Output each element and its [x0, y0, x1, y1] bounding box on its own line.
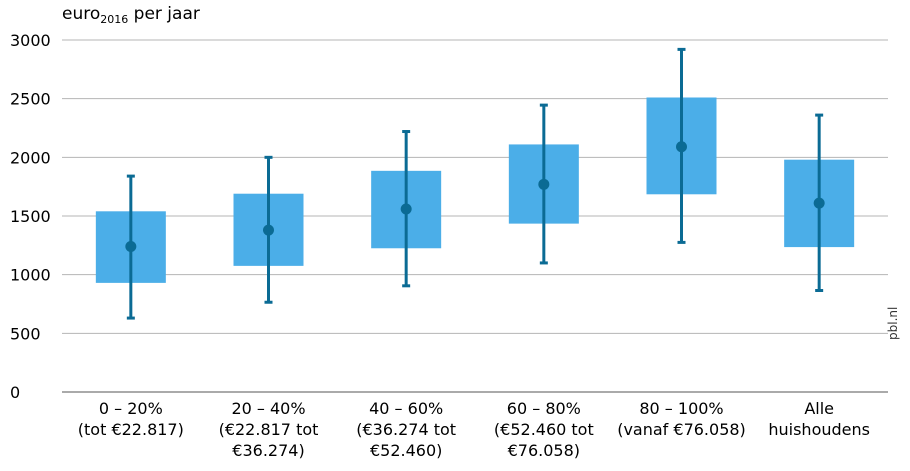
y-tick-label: 500: [10, 324, 41, 343]
y-tick-label: 1500: [10, 207, 51, 226]
median-point: [263, 224, 274, 236]
x-tick-label-line: (€36.274 tot: [356, 420, 456, 439]
median-point: [400, 203, 412, 215]
median-point: [676, 141, 687, 153]
y-tick-label: 3000: [10, 31, 51, 50]
x-tick-label-line: 0 – 20%: [99, 399, 163, 418]
x-tick-label-line: 40 – 60%: [369, 399, 443, 418]
x-tick-label-line: huishoudens: [768, 420, 870, 439]
x-tick-label-line: (€52.460 tot: [494, 420, 594, 439]
x-tick-label-line: €52.460): [370, 441, 442, 460]
x-tick-label-line: (tot €22.817): [78, 420, 184, 439]
y-axis-title: euro2016 per jaar: [62, 4, 200, 26]
x-tick-label-line: Alle: [804, 399, 834, 418]
median-point: [813, 197, 825, 209]
y-tick-label: 1000: [10, 266, 51, 285]
x-tick-label-line: €76.058): [508, 441, 580, 460]
median-point: [538, 178, 550, 190]
x-tick-label-line: 80 – 100%: [639, 399, 723, 418]
y-tick-label: 2500: [10, 90, 51, 109]
y-tick-label: 2000: [10, 148, 51, 167]
y-axis-title-rest: per jaar: [128, 4, 200, 24]
x-tick-label: Alle huishoudens: [768, 399, 870, 439]
x-tick-label: 80 – 100% (vanaf €76.058): [617, 399, 746, 439]
x-tick-label: 0 – 20% (tot €22.817): [78, 399, 184, 439]
x-tick-label-line: 60 – 80%: [507, 399, 581, 418]
y-tick-label: 0: [10, 383, 20, 402]
median-point: [125, 241, 137, 253]
y-axis-title-sub: 2016: [100, 13, 129, 26]
source-credit: pbl.nl: [886, 306, 900, 340]
x-tick-label: 60 – 80% (€52.460 tot €76.058): [494, 399, 594, 460]
x-tick-label-line: (vanaf €76.058): [617, 420, 746, 439]
x-tick-label-line: (€22.817 tot: [219, 420, 319, 439]
x-tick-label-line: €36.274): [232, 441, 304, 460]
x-tick-label-line: 20 – 40%: [231, 399, 305, 418]
x-tick-label: 20 – 40% (€22.817 tot €36.274): [219, 399, 319, 460]
y-axis-title-main: euro: [62, 4, 101, 24]
x-tick-label: 40 – 60% (€36.274 tot €52.460): [356, 399, 456, 460]
